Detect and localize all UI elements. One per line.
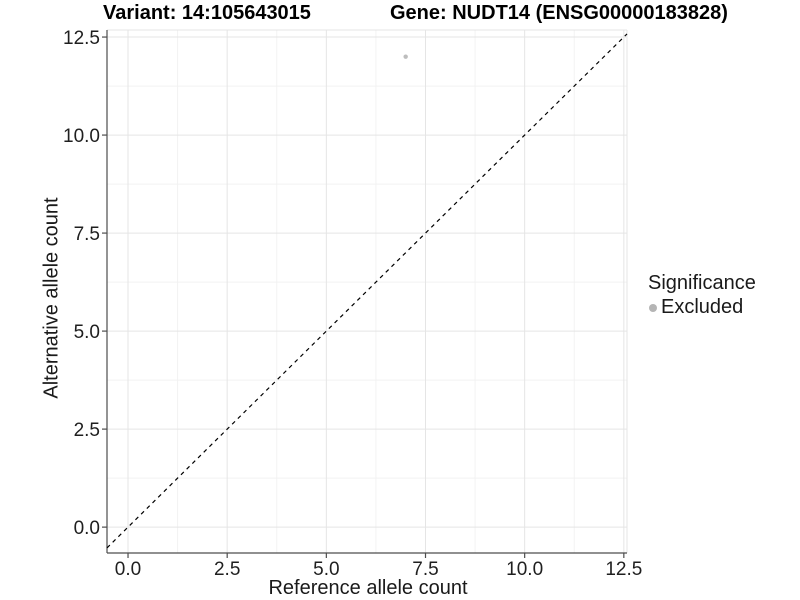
- y-tick-label: 2.5: [74, 420, 100, 441]
- y-tick-label: 0.0: [74, 518, 100, 539]
- x-tick-label: 7.5: [412, 559, 438, 580]
- y-tick-label: 10.0: [63, 126, 100, 147]
- plot-title-gene: Gene: NUDT14 (ENSG00000183828): [390, 2, 728, 24]
- identity-line: [106, 33, 628, 549]
- x-tick-label: 12.5: [605, 559, 642, 580]
- y-axis-title: Alternative allele count: [40, 197, 63, 399]
- x-axis-title: Reference allele count: [268, 577, 468, 599]
- legend-title: Significance: [648, 272, 756, 294]
- x-tick-label: 0.0: [115, 559, 141, 580]
- y-tick-label: 7.5: [74, 224, 100, 245]
- plot-title-variant: Variant: 14:105643015: [103, 2, 311, 24]
- legend-entry-label: Excluded: [661, 296, 744, 318]
- legend-entry-excluded: Excluded: [646, 296, 756, 319]
- y-tick-label: 12.5: [63, 28, 100, 49]
- legend: Significance Excluded: [646, 272, 756, 319]
- data-point: [403, 54, 408, 59]
- x-tick-label: 2.5: [214, 559, 240, 580]
- x-tick-label: 5.0: [313, 559, 339, 580]
- excluded-point-icon: [649, 303, 657, 312]
- x-tick-label: 10.0: [506, 559, 543, 580]
- y-tick-label: 5.0: [74, 322, 100, 343]
